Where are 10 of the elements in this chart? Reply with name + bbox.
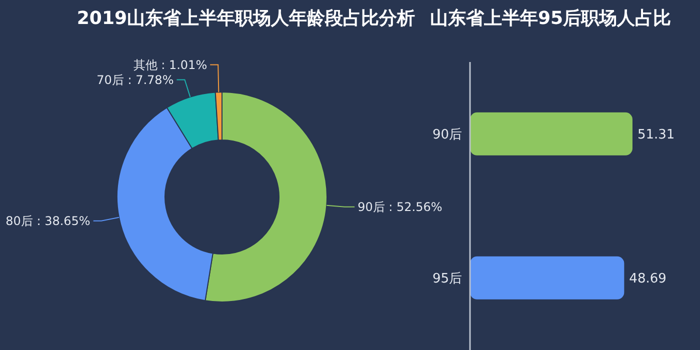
y-tick-label: 95后: [432, 272, 462, 287]
slice-label: 90后 : 52.56%: [358, 200, 442, 214]
data-label: 51.31: [637, 128, 675, 143]
slice-label: 80后 : 38.65%: [6, 214, 90, 228]
y-tick-label: 90后: [432, 128, 462, 143]
slice-label: 其他 : 1.01%: [133, 58, 208, 72]
chart-title: 山东省上半年95后职场人占比: [430, 8, 672, 29]
chart-title: 2019山东省上半年职场人年龄段占比分析: [76, 8, 415, 29]
slice-label: 70后 : 7.78%: [96, 72, 174, 87]
data-label: 48.69: [629, 272, 666, 287]
